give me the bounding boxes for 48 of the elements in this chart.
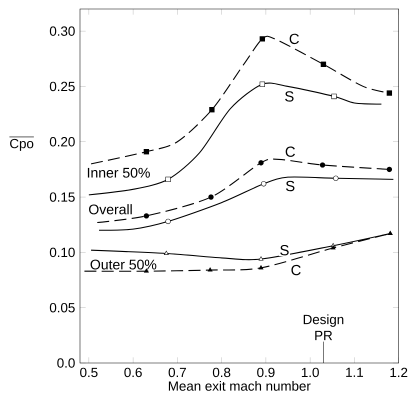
annotation: S (286, 180, 294, 192)
point (209, 107, 215, 112)
x-tick-label: 1.1 (346, 368, 364, 377)
point (144, 149, 150, 154)
x-tick-label: 0.6 (124, 368, 142, 378)
point (386, 90, 392, 96)
point (261, 181, 266, 186)
point (208, 194, 214, 200)
y-tick-label: 0.05 (50, 302, 75, 312)
annotation: Overall (89, 204, 132, 214)
x-tick-label: 0.9 (257, 368, 275, 378)
annotation: C (290, 34, 299, 44)
x-tick-label: 1.0 (302, 368, 319, 378)
y-tick-label: 0.20 (50, 137, 75, 146)
point (208, 267, 212, 272)
point (165, 176, 171, 182)
annotation: S (285, 91, 294, 102)
x-tick-label: 1.2 (390, 368, 408, 378)
y-tick-label: 0.10 (50, 248, 75, 258)
point (260, 82, 266, 87)
x-tick-label: 0.7 (168, 368, 186, 378)
point (258, 256, 264, 260)
annotation: Inner 50% (88, 168, 150, 178)
point (258, 160, 264, 166)
point (144, 213, 150, 219)
point (333, 176, 338, 181)
x-tick-label: 0.8 (212, 368, 230, 378)
ref-line-label: Design PR (304, 314, 344, 340)
y-tick-label: 0.0 (57, 358, 75, 368)
point (386, 166, 392, 172)
annotation: Outer 50% (90, 260, 156, 270)
annotation: C (291, 264, 301, 276)
line-series (88, 82, 382, 196)
point (320, 62, 326, 67)
y-tick-label: 0.15 (50, 192, 75, 202)
annotation: C (286, 146, 295, 157)
point (258, 265, 264, 270)
x-tick-label: 0.5 (80, 368, 98, 378)
annotation: S (280, 244, 289, 256)
x-axis-title: Mean exit mach number (168, 380, 311, 391)
point (331, 94, 337, 100)
point (320, 162, 326, 168)
y-axis-title: Cpo (10, 138, 34, 151)
y-tick-label: 0.25 (50, 82, 75, 92)
point (164, 250, 169, 255)
point (260, 36, 266, 42)
y-tick-label: 0.30 (50, 26, 75, 36)
point (165, 218, 171, 224)
